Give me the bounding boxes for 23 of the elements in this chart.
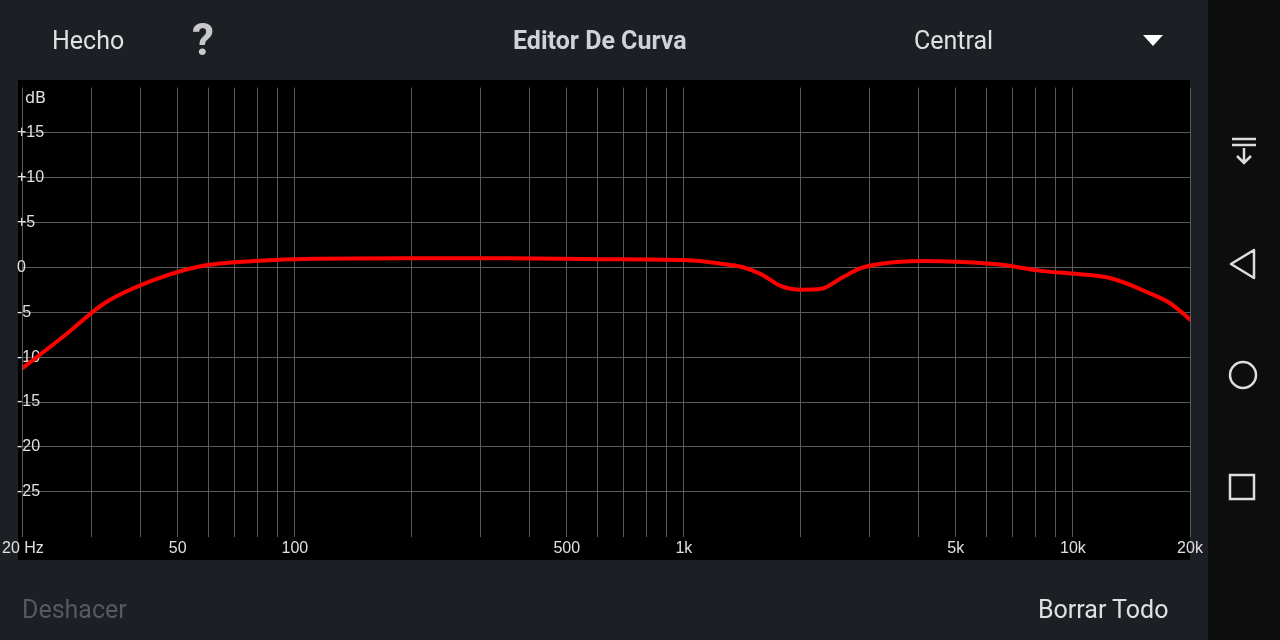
- y-tick-label: +5: [16, 212, 36, 230]
- x-tick-label: 10k: [1059, 538, 1087, 556]
- x-tick-label: 100: [281, 538, 309, 556]
- text: Borrar Todo: [1038, 595, 1169, 624]
- chart-title: Editor De Curva: [513, 26, 687, 55]
- x-tick-label: 50: [168, 538, 187, 556]
- y-tick-label: -25: [16, 482, 41, 500]
- y-tick-label: -20: [16, 437, 41, 455]
- text: ?: [192, 14, 214, 66]
- text: Central: [914, 26, 994, 55]
- y-tick-label: -5: [16, 302, 32, 320]
- x-tick-label: 20k: [1177, 538, 1204, 556]
- x-tick-label: 5k: [947, 538, 966, 556]
- text: Deshacer: [22, 595, 127, 624]
- y-tick-label: -15: [16, 392, 41, 410]
- y-tick-label: +15: [16, 122, 45, 140]
- text: Hecho: [52, 26, 125, 55]
- x-tick-label: 500: [553, 538, 581, 556]
- x-tick-label: 1k: [675, 538, 694, 556]
- y-tick-label: 0: [16, 257, 26, 275]
- y-tick-label: +10: [16, 167, 45, 185]
- x-tick-label: 20 Hz: [2, 538, 44, 556]
- y-axis-title: dB: [24, 87, 47, 107]
